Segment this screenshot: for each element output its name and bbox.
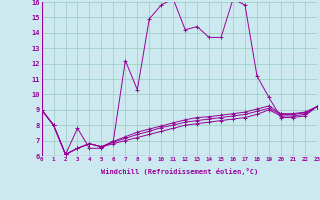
X-axis label: Windchill (Refroidissement éolien,°C): Windchill (Refroidissement éolien,°C) [100, 168, 258, 175]
